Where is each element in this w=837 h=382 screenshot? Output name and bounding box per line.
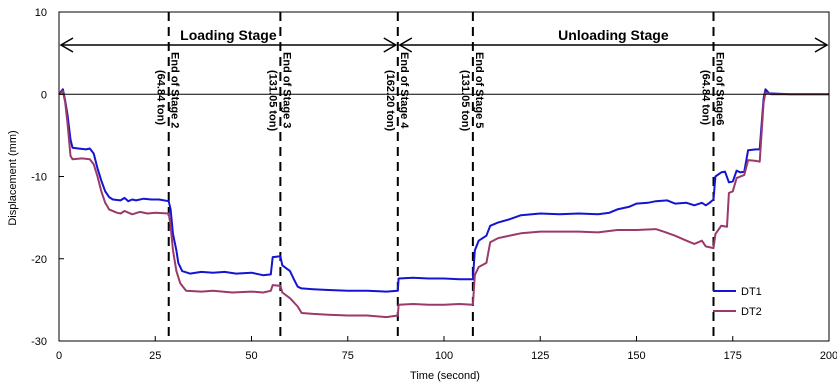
x-tick-label: 0	[56, 350, 62, 362]
y-axis: 10 0 -10 -20 -30	[31, 7, 64, 348]
marker-label-stage: End of Stage6	[714, 52, 726, 125]
y-tick-label: -20	[31, 254, 47, 266]
plot-area	[59, 12, 829, 341]
marker-label-stage: End of Stage 3	[280, 52, 292, 128]
marker-label-load: (131.05 ton)	[266, 70, 278, 131]
x-tick-label: 125	[531, 350, 549, 362]
stage-arrowhead-left	[59, 37, 74, 53]
marker-label-load: (131.05 ton)	[459, 70, 471, 131]
stage-label: Loading Stage	[180, 27, 277, 43]
series-line-dt1	[58, 88, 829, 293]
series-line-dt2	[58, 90, 829, 319]
plot-background	[59, 12, 829, 341]
marker-label-load: (162.20 ton)	[384, 70, 396, 131]
series-layer	[58, 88, 829, 319]
stage-label: Unloading Stage	[558, 27, 669, 43]
marker-label-stage: End of Stage 5	[473, 52, 485, 128]
stage-arrowhead-right	[383, 37, 398, 53]
stage-arrowhead-right	[814, 37, 829, 53]
marker-labels: End of Stage 2(64.84 ton) End of Stage 3(…	[155, 52, 726, 131]
marker-label-load: (64.84 ton)	[155, 70, 167, 125]
marker-label-stage: End of Stage 2	[169, 52, 181, 128]
stage-arrowhead-left	[398, 37, 413, 53]
x-tick-label: 75	[342, 350, 354, 362]
stage-annotations: Loading Stage Unloading Stage	[59, 27, 829, 53]
legend: DT1 DT2	[713, 286, 762, 318]
y-tick-label: 0	[41, 89, 47, 101]
y-axis-title: Displacement (mm)	[7, 130, 19, 225]
marker-label-load: (64.84 ton)	[700, 70, 712, 125]
x-tick-label: 100	[435, 350, 453, 362]
y-tick-label: -10	[31, 172, 47, 184]
x-tick-label: 200	[820, 350, 837, 362]
x-axis: 0 25 50 75 100 125 150 175 200	[56, 336, 837, 362]
legend-entry-dt2: DT2	[741, 306, 762, 318]
marker-label-stage: End of Stage 4	[398, 52, 410, 129]
y-tick-label: -30	[31, 336, 47, 348]
x-tick-label: 175	[724, 350, 742, 362]
y-tick-label: 10	[35, 7, 47, 19]
legend-entry-dt1: DT1	[741, 286, 762, 298]
x-tick-label: 150	[627, 350, 645, 362]
x-tick-label: 50	[245, 350, 257, 362]
x-tick-label: 25	[149, 350, 161, 362]
x-axis-title: Time (second)	[410, 370, 480, 382]
